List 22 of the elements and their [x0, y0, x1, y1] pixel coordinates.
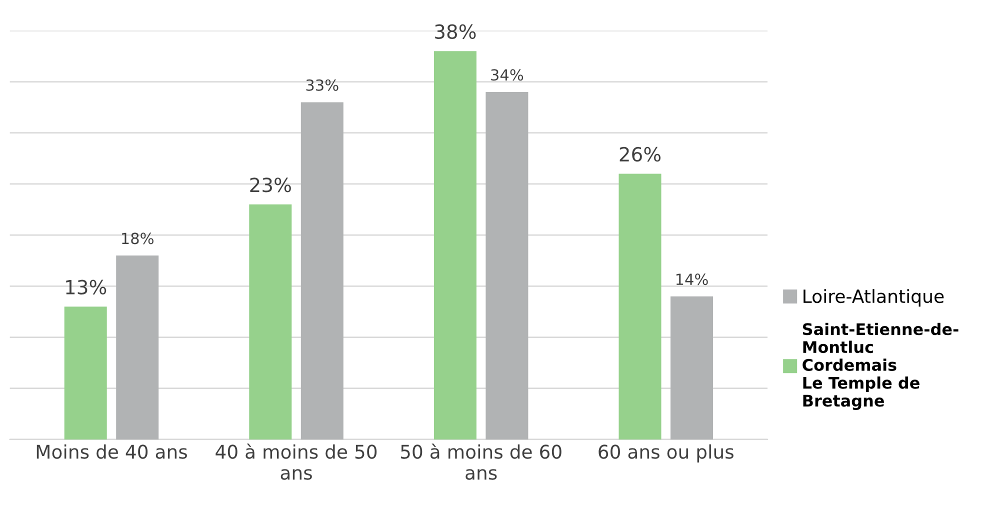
legend-label: Loire-Atlantique	[804, 289, 944, 307]
legend-label: Saint-Etienne-de- Montluc Cordemais Le Temple de Bretagne	[802, 322, 958, 410]
bar	[300, 102, 344, 440]
x-tick-label: 50 à moins de 60 ans	[400, 444, 562, 480]
x-tick-label: 40 à moins de 50 ans	[216, 444, 377, 480]
bar	[618, 174, 662, 440]
data-label: 38%	[435, 24, 476, 39]
bar	[249, 204, 292, 440]
data-label: 14%	[676, 274, 708, 286]
data-label: 26%	[620, 146, 661, 162]
data-label: 33%	[306, 79, 338, 91]
data-label: 34%	[491, 69, 524, 81]
bar	[486, 92, 528, 440]
bar	[670, 296, 714, 440]
data-label: 18%	[122, 232, 154, 244]
x-tick-label: 60 ans ou plus	[598, 444, 734, 462]
x-tick-label: Moins de 40 ans	[36, 444, 187, 459]
data-label: 23%	[250, 178, 291, 192]
bar	[64, 306, 107, 440]
bar	[116, 256, 159, 440]
data-label: 13%	[66, 280, 106, 294]
bar	[434, 51, 476, 440]
